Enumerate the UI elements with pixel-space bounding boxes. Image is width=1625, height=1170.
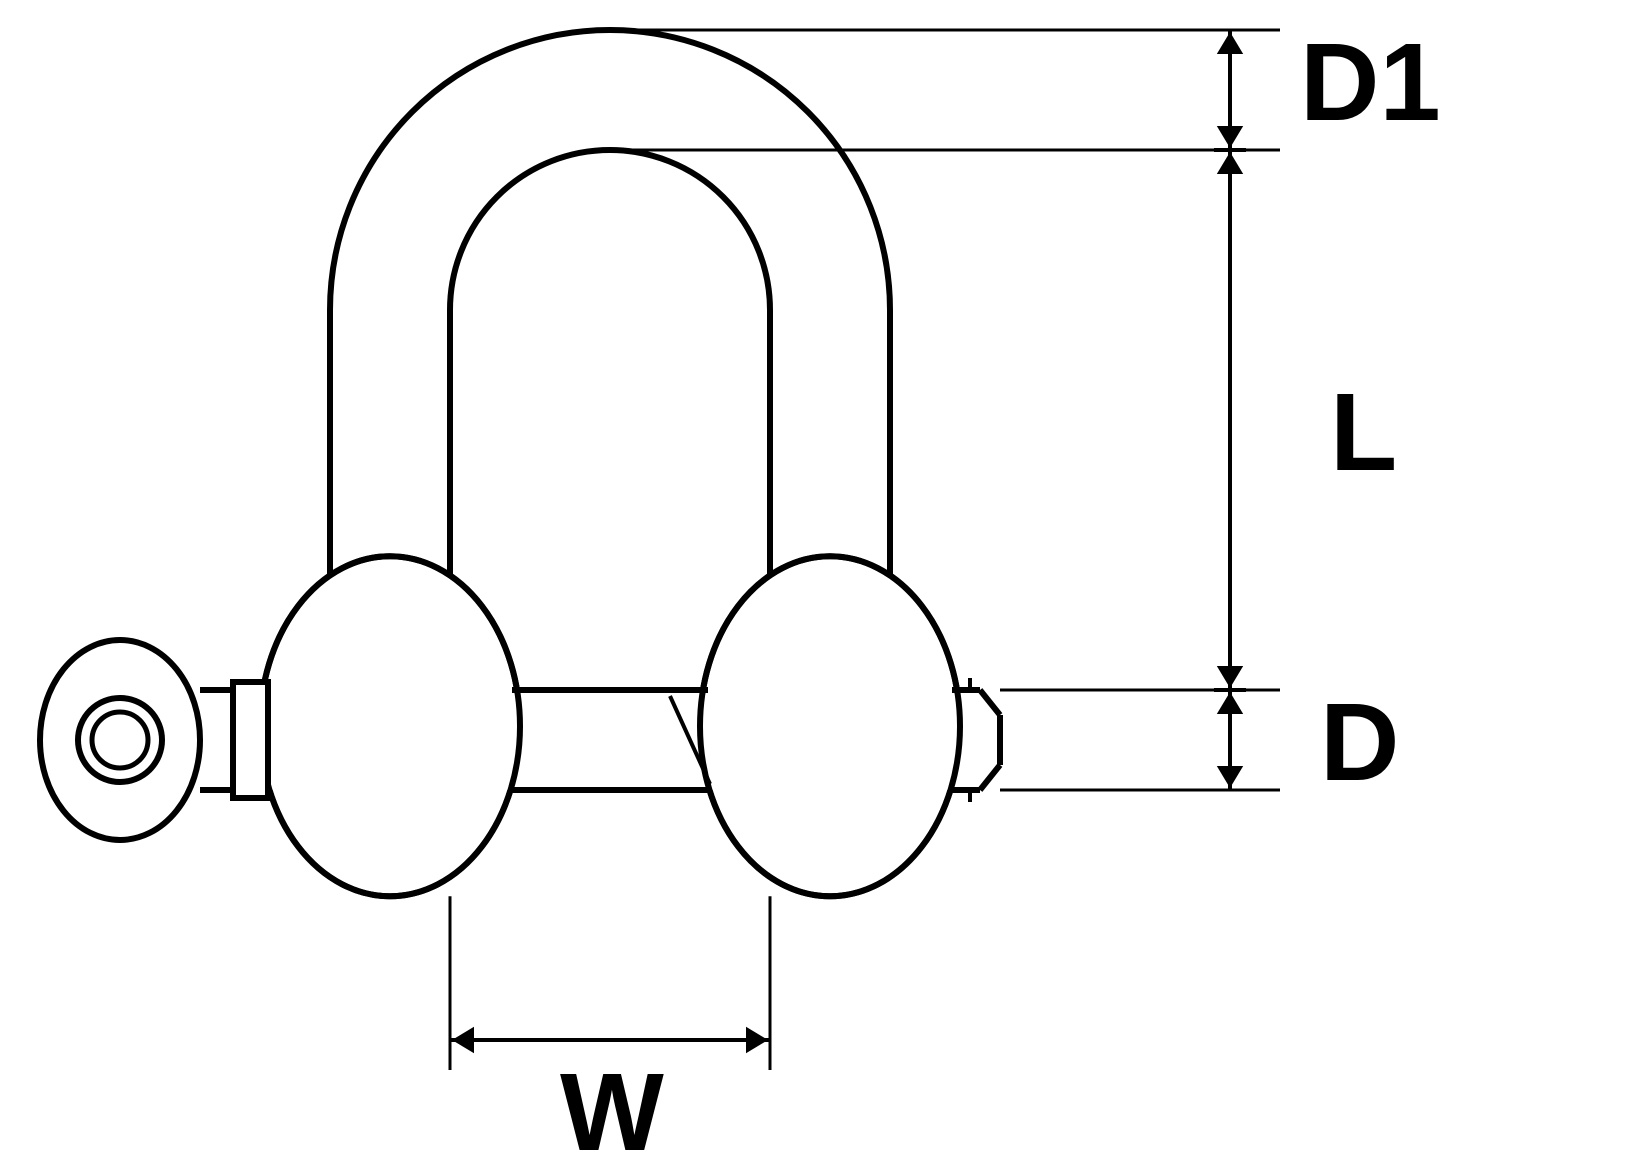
label-w: W <box>560 1051 664 1170</box>
shackle-technical-drawing: D1 L D W <box>0 0 1625 1170</box>
dimension-lines <box>450 30 1246 1053</box>
label-d: D <box>1320 681 1399 804</box>
dimension-extension-lines <box>450 30 1280 1070</box>
label-d1: D1 <box>1300 21 1441 144</box>
dimension-labels: D1 L D W <box>560 21 1441 1170</box>
label-l: L <box>1330 371 1397 494</box>
